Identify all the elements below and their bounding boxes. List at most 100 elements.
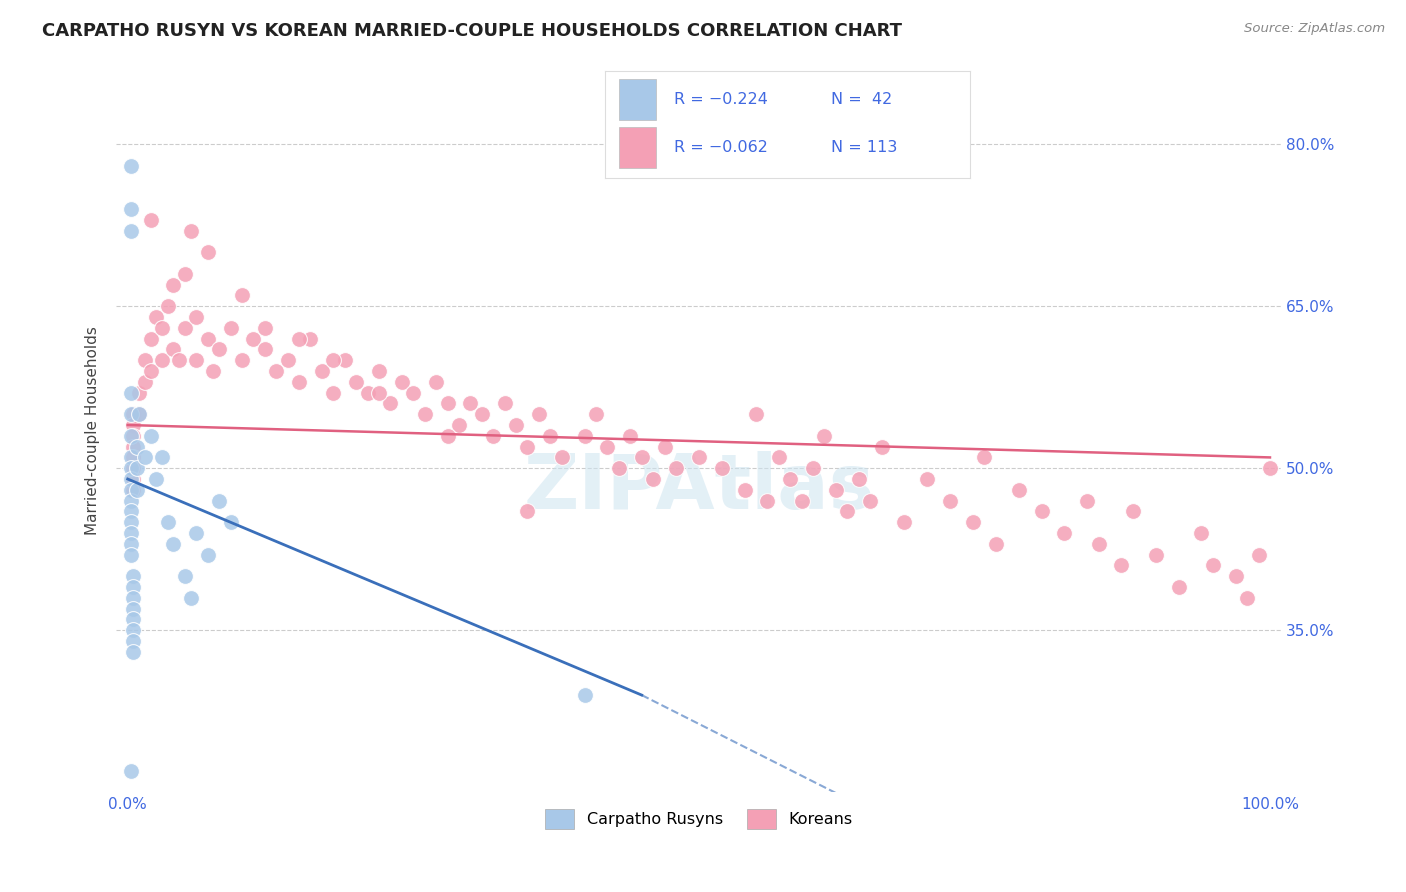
Point [837, 504, 859, 518]
Point [893, 515, 915, 529]
Point [391, 375, 413, 389]
Point [150, 450, 173, 465]
Point [122, 634, 145, 648]
Point [527, 407, 550, 421]
Legend: Carpatho Rusyns, Koreans: Carpatho Rusyns, Koreans [538, 803, 859, 835]
Point [120, 223, 142, 237]
Point [939, 493, 962, 508]
Point [120, 526, 142, 541]
Point [425, 375, 447, 389]
Point [167, 353, 190, 368]
Point [122, 483, 145, 497]
Point [122, 601, 145, 615]
Point [574, 688, 596, 702]
Point [162, 277, 184, 292]
Point [1258, 461, 1281, 475]
Point [1122, 504, 1144, 518]
Point [122, 612, 145, 626]
Point [120, 537, 142, 551]
Point [973, 450, 995, 465]
Point [1236, 591, 1258, 605]
Point [813, 429, 835, 443]
Point [120, 429, 142, 443]
Point [120, 461, 142, 475]
Text: Source: ZipAtlas.com: Source: ZipAtlas.com [1244, 22, 1385, 36]
Point [125, 440, 148, 454]
Point [122, 417, 145, 432]
Point [128, 407, 150, 421]
Point [1191, 526, 1213, 541]
Point [768, 450, 790, 465]
Point [1202, 558, 1225, 573]
Point [505, 417, 527, 432]
Point [156, 515, 179, 529]
Y-axis label: Married-couple Households: Married-couple Households [86, 326, 100, 535]
Point [825, 483, 848, 497]
Point [299, 332, 322, 346]
Point [516, 440, 538, 454]
Point [173, 569, 195, 583]
Point [1111, 558, 1133, 573]
Point [654, 440, 676, 454]
Point [197, 245, 219, 260]
Text: ZIPAtlas: ZIPAtlas [523, 451, 875, 525]
Point [122, 624, 145, 638]
Point [356, 385, 378, 400]
Point [139, 212, 162, 227]
Point [122, 580, 145, 594]
Point [120, 159, 142, 173]
Point [208, 493, 231, 508]
Point [447, 417, 470, 432]
Point [585, 407, 607, 421]
Point [756, 493, 779, 508]
Point [173, 320, 195, 334]
Text: N = 113: N = 113 [831, 140, 897, 155]
Point [471, 407, 494, 421]
Point [368, 364, 391, 378]
Point [538, 429, 561, 443]
Point [607, 461, 630, 475]
Point [202, 364, 225, 378]
Point [134, 450, 156, 465]
Point [333, 353, 356, 368]
Point [120, 504, 142, 518]
Point [162, 537, 184, 551]
Point [745, 407, 768, 421]
Point [134, 353, 156, 368]
Point [219, 515, 242, 529]
Point [984, 537, 1007, 551]
Point [197, 548, 219, 562]
Point [122, 645, 145, 659]
Point [253, 320, 276, 334]
Point [436, 429, 458, 443]
Point [122, 591, 145, 605]
Point [288, 332, 311, 346]
Text: CARPATHO RUSYN VS KOREAN MARRIED-COUPLE HOUSEHOLDS CORRELATION CHART: CARPATHO RUSYN VS KOREAN MARRIED-COUPLE … [42, 22, 903, 40]
Bar [619, 78, 655, 120]
Point [596, 440, 619, 454]
Point [197, 332, 219, 346]
Point [125, 461, 148, 475]
Point [120, 385, 142, 400]
Point [1225, 569, 1247, 583]
Point [208, 343, 231, 357]
Point [173, 267, 195, 281]
Point [574, 429, 596, 443]
Point [120, 407, 142, 421]
Point [139, 429, 162, 443]
Point [180, 591, 202, 605]
Point [120, 472, 142, 486]
Point [288, 375, 311, 389]
Point [710, 461, 733, 475]
Point [380, 396, 402, 410]
Point [1031, 504, 1053, 518]
Point [186, 526, 208, 541]
Point [231, 288, 253, 302]
Point [139, 332, 162, 346]
Text: R = −0.062: R = −0.062 [673, 140, 768, 155]
Point [322, 385, 344, 400]
Point [219, 320, 242, 334]
Point [125, 483, 148, 497]
Point [120, 764, 142, 778]
Point [120, 548, 142, 562]
